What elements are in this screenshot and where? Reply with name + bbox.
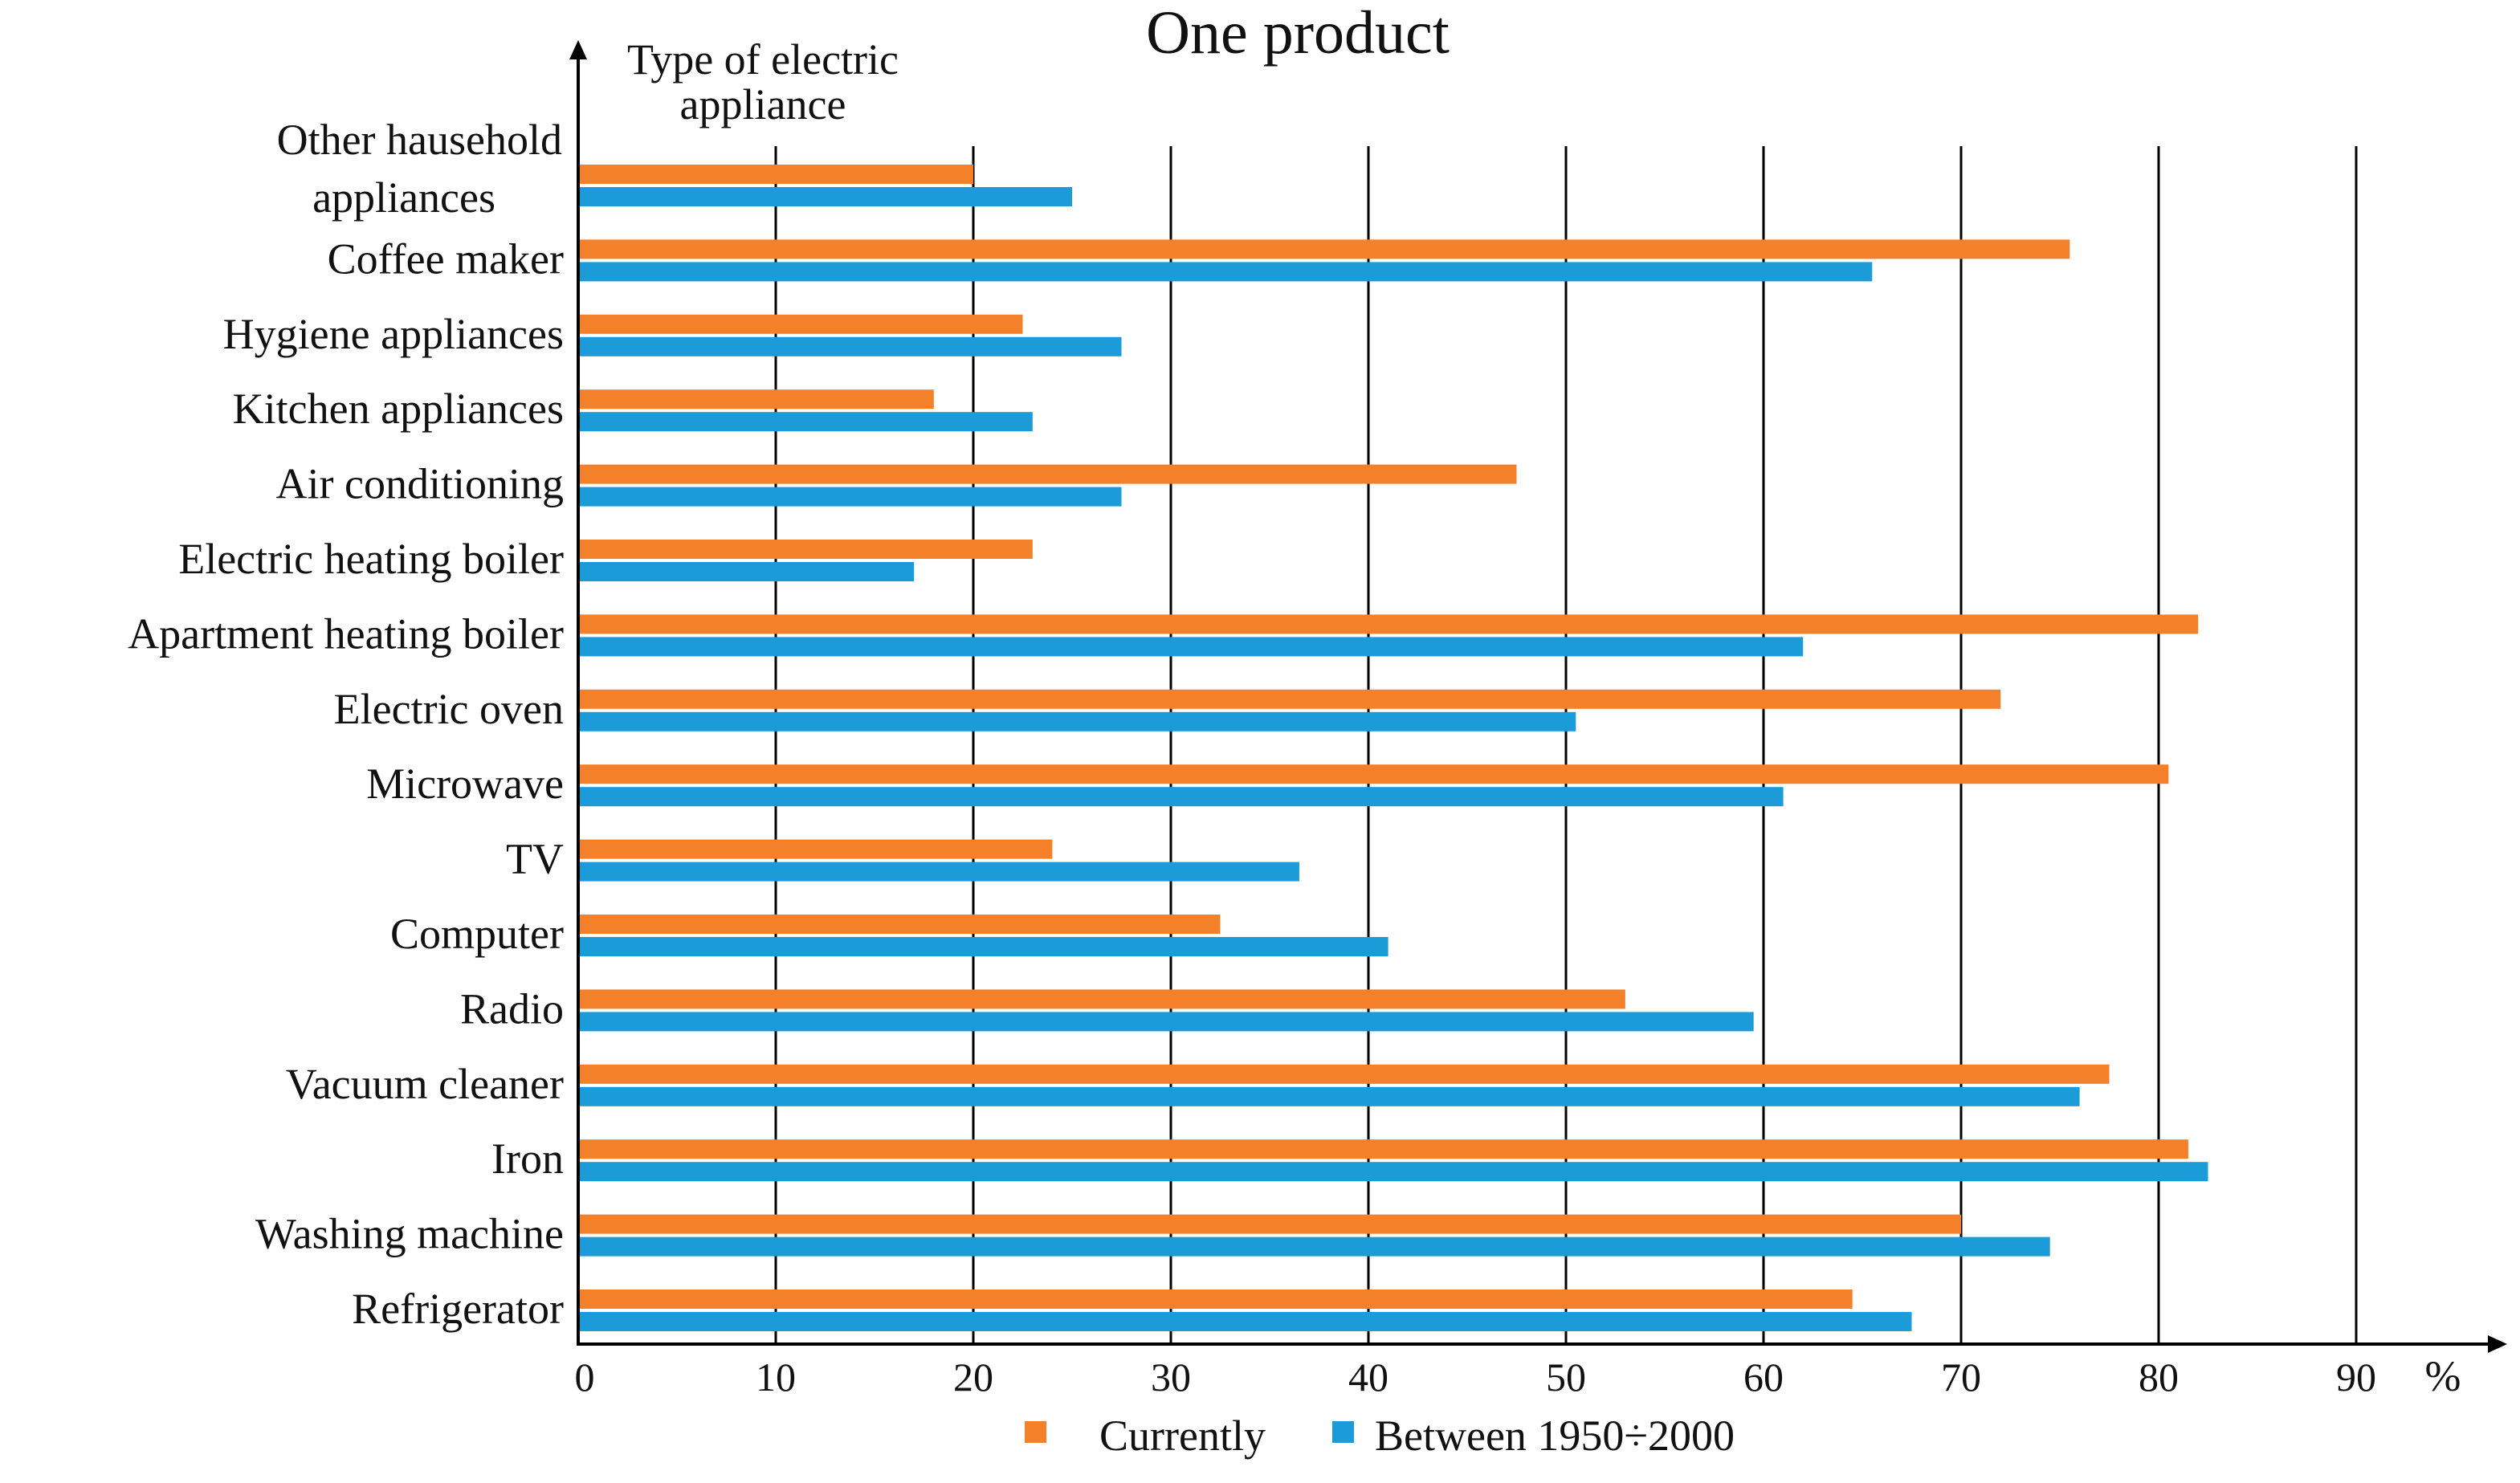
bar-currently-coffee-maker (578, 239, 2070, 259)
bar-between-1950-2000-air-conditioning (578, 487, 1122, 507)
bar-currently-vacuum-cleaner (578, 1064, 2110, 1084)
category-label-washing-machine: Washing machine (255, 1210, 564, 1258)
bar-currently-electric-oven (578, 689, 2001, 709)
bars-layer (578, 165, 2208, 1331)
bar-between-1950-2000-iron (578, 1162, 2208, 1182)
bar-between-1950-2000-coffee-maker (578, 262, 1873, 282)
category-label-apartment-heating-boiler: Apartment heating boiler (128, 609, 564, 658)
category-label-kitchen-appliances: Kitchen appliances (233, 385, 564, 433)
category-label-refrigerator: Refrigerator (352, 1285, 564, 1333)
category-label-electric-oven: Electric oven (334, 685, 564, 733)
x-tick-label-60: 60 (1743, 1355, 1784, 1399)
bar-currently-other-hausehold-appliances (578, 165, 973, 184)
x-tick-label-90: 90 (2336, 1355, 2376, 1399)
bar-between-1950-2000-washing-machine (578, 1237, 2050, 1257)
legend-label-between-1950-2000: Between 1950÷2000 (1375, 1412, 1735, 1460)
ticks-layer: 0 10 20 30 40 50 60 70 80 90 (575, 1355, 2377, 1399)
bar-between-1950-2000-electric-heating-boiler (578, 562, 915, 581)
category-label-tv: TV (506, 835, 564, 883)
category-label-electric-heating-boiler: Electric heating boiler (178, 535, 564, 583)
bar-between-1950-2000-tv (578, 862, 1299, 882)
bar-between-1950-2000-refrigerator (578, 1312, 1912, 1331)
category-label-iron: Iron (491, 1135, 564, 1183)
bar-between-1950-2000-electric-oven (578, 711, 1576, 731)
y-axis-title: Type of electric appliance (627, 35, 899, 128)
bar-between-1950-2000-other-hausehold-appliances (578, 187, 1072, 206)
legend-swatch-currently (1025, 1421, 1046, 1443)
bar-currently-refrigerator (578, 1289, 1853, 1309)
chart-title: One product (1146, 0, 1450, 67)
legend: Currently Between 1950÷2000 (1025, 1412, 1735, 1460)
bar-currently-kitchen-appliances (578, 389, 934, 409)
bar-between-1950-2000-hygiene-appliances (578, 336, 1122, 356)
bar-currently-hygiene-appliances (578, 314, 1023, 334)
bar-between-1950-2000-vacuum-cleaner (578, 1086, 2080, 1106)
x-axis-unit: % (2425, 1352, 2461, 1400)
labels-layer: Other hausehold appliances Coffee maker Hyg… (128, 116, 564, 1333)
category-label-microwave: Microwave (366, 760, 564, 808)
category-label-air-conditioning: Air conditioning (276, 460, 564, 508)
bar-currently-computer (578, 915, 1221, 934)
x-tick-label-40: 40 (1348, 1355, 1388, 1399)
bar-between-1950-2000-radio (578, 1012, 1754, 1032)
category-label-computer: Computer (390, 910, 564, 958)
category-label-hygiene-appliances: Hygiene appliances (223, 310, 564, 358)
category-label-coffee-maker: Coffee maker (328, 234, 564, 283)
x-tick-label-20: 20 (953, 1355, 993, 1399)
bar-currently-tv (578, 839, 1053, 859)
bar-currently-microwave (578, 764, 2169, 784)
category-label-other-hausehold-appliances: Other hausehold appliances (277, 116, 562, 222)
x-tick-label-80: 80 (2139, 1355, 2179, 1399)
bar-currently-radio (578, 989, 1625, 1009)
x-tick-label-30: 30 (1151, 1355, 1191, 1399)
x-tick-label-70: 70 (1941, 1355, 1981, 1399)
bar-currently-iron (578, 1139, 2188, 1159)
legend-swatch-between-1950-2000 (1332, 1421, 1354, 1443)
category-label-radio: Radio (460, 984, 564, 1033)
bar-between-1950-2000-computer (578, 937, 1388, 956)
bar-currently-air-conditioning (578, 464, 1517, 484)
x-axis-arrow (2488, 1335, 2507, 1353)
bar-currently-electric-heating-boiler (578, 540, 1033, 559)
bar-between-1950-2000-kitchen-appliances (578, 412, 1033, 432)
bar-between-1950-2000-microwave (578, 787, 1784, 807)
x-tick-label-10: 10 (756, 1355, 796, 1399)
category-label-vacuum-cleaner: Vacuum cleaner (286, 1060, 564, 1108)
x-tick-label-0: 0 (575, 1355, 595, 1399)
x-tick-label-50: 50 (1546, 1355, 1586, 1399)
bar-currently-apartment-heating-boiler (578, 614, 2199, 634)
bar-between-1950-2000-apartment-heating-boiler (578, 637, 1804, 657)
bar-currently-washing-machine (578, 1214, 1961, 1234)
axes-layer (569, 40, 2507, 1353)
legend-label-currently: Currently (1099, 1412, 1266, 1460)
y-axis-arrow (569, 40, 587, 59)
